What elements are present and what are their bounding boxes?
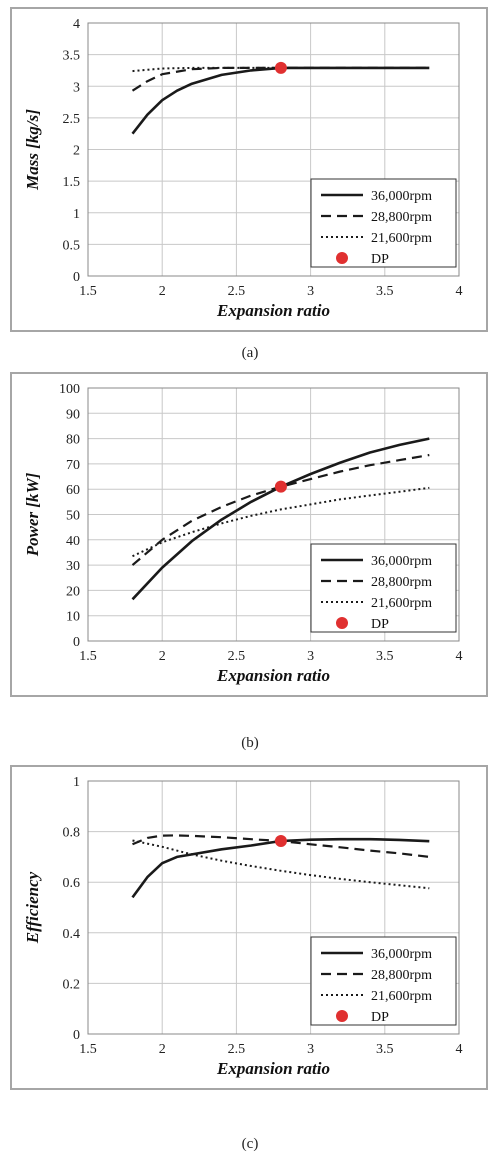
x-tick-label: 2.5 [228,649,246,664]
y-tick-label: 1 [73,775,80,790]
legend-swatch-dp [336,252,348,264]
y-tick-label: 60 [66,483,80,498]
y-tick-label: 20 [66,584,80,599]
series-line-21600rpm [132,839,430,890]
x-tick-label: 3.5 [376,1042,394,1057]
y-tick-label: 90 [66,407,80,422]
legend-swatch-dp [336,1010,348,1022]
y-tick-label: 50 [66,509,80,524]
x-tick-label: 4 [456,649,463,664]
y-tick-label: 4 [73,17,80,32]
y-tick-label: 70 [66,458,80,473]
dp-point [274,61,287,74]
legend-box [310,543,457,633]
legend: 36,000rpm 28,800rpm 21,600rpm DP [310,178,457,268]
series-line-36000rpm [131,66,430,135]
y-tick-label: 40 [66,534,80,549]
x-tick-label: 3 [307,649,314,664]
legend-label: 36,000rpm [371,554,432,569]
legend-label: 21,600rpm [371,231,432,246]
chart-c-svg: 1.5 2 2.5 3 3.5 4 0 0.2 0.4 0.6 0.8 1 Expansion rati… [23,775,463,1078]
caption-a: (a) [241,345,259,361]
chart-panel-c: 1.5 2 2.5 3 3.5 4 0 0.2 0.4 0.6 0.8 1 Expansion rati… [10,765,488,1090]
legend-label: 36,000rpm [371,189,432,204]
y-axis-title: Power [kW] [23,472,42,557]
y-axis-title: Mass [kg/s] [23,109,42,191]
legend-label: 21,600rpm [371,596,432,611]
legend-label: DP [371,617,389,632]
chart-panel-a: 1.5 2 2.5 3 3.5 4 0 0.5 1 1.5 2 2.5 3 3.5 4 Expansion r… [10,7,488,332]
y-tick-label: 3.5 [63,49,81,64]
y-tick-label: 0.8 [63,826,81,841]
legend-label: 21,600rpm [371,989,432,1004]
x-tick-label: 3.5 [376,284,394,299]
x-tick-label: 3.5 [376,649,394,664]
x-tick-label: 2 [159,284,166,299]
chart-panel-b: 1.5 2 2.5 3 3.5 4 0 10 20 30 40 50 60 70 80 90 100 Expans… [10,372,488,697]
y-tick-label: 1 [73,207,80,222]
chart-b-svg: 1.5 2 2.5 3 3.5 40102030405060708090100Expans… [23,382,463,685]
x-tick-label: 1.5 [79,284,97,299]
y-tick-label: 80 [66,433,80,448]
caption-b: (b) [241,735,259,751]
x-tick-label: 1.5 [79,1042,97,1057]
plot-area-frame [87,387,460,642]
x-tick-label: 3 [307,1042,314,1057]
y-tick-label: 0 [73,1028,80,1043]
y-tick-label: 0.5 [63,238,81,253]
legend: 36,000rpm 28,800rpm 21,600rpm DP [310,543,457,633]
grid [88,781,459,1034]
x-tick-label: 2 [159,1042,166,1057]
y-tick-label: 2 [73,144,80,159]
caption-c: (c) [241,1136,259,1152]
y-tick-label: 0.6 [63,876,81,891]
legend-label: 28,800rpm [371,968,432,983]
legend-label: DP [371,252,389,267]
y-tick-label: 0 [73,270,80,285]
series-line-28800rpm [131,66,430,92]
dp-point [274,834,287,847]
y-tick-label: 2.5 [63,112,81,127]
series-line-21600rpm [132,486,430,558]
plot-area-frame [87,780,460,1035]
x-tick-label: 2.5 [228,284,246,299]
x-tick-label: 2 [159,649,166,664]
series-line-28800rpm [132,834,430,858]
y-tick-label: 0 [73,635,80,650]
legend-label: 28,800rpm [371,210,432,225]
legend-label: 36,000rpm [371,947,432,962]
y-axis-title: Efficiency [23,871,42,944]
legend-label: DP [371,1010,389,1025]
grid [88,23,459,276]
dp-point [274,480,287,493]
legend-box [310,178,457,268]
x-axis-title: Expansion ratio [216,666,330,685]
legend: 36,000rpm 28,800rpm 21,600rpm DP [310,936,457,1026]
x-tick-label: 1.5 [79,649,97,664]
plot-area-frame [87,22,460,277]
x-axis-title: Expansion ratio [216,301,330,320]
x-tick-label: 4 [456,284,463,299]
y-tick-label: 3 [73,80,80,95]
y-tick-label: 100 [59,382,80,397]
legend-swatch-dp [336,617,348,629]
x-axis-title: Expansion ratio [216,1059,330,1078]
x-tick-label: 3 [307,284,314,299]
series-line-36000rpm [131,837,430,899]
y-tick-label: 30 [66,559,80,574]
chart-a-svg: 1.5 2 2.5 3 3.5 4 0 0.5 1 1.5 2 2.5 3 3.5 4 Expansion r… [23,17,463,320]
y-tick-label: 1.5 [63,175,81,190]
legend-box [310,936,457,1026]
y-tick-label: 0.2 [63,977,81,992]
x-tick-label: 2.5 [228,1042,246,1057]
y-tick-label: 0.4 [63,927,81,942]
legend-label: 28,800rpm [371,575,432,590]
y-tick-label: 10 [66,610,80,625]
x-tick-label: 4 [456,1042,463,1057]
